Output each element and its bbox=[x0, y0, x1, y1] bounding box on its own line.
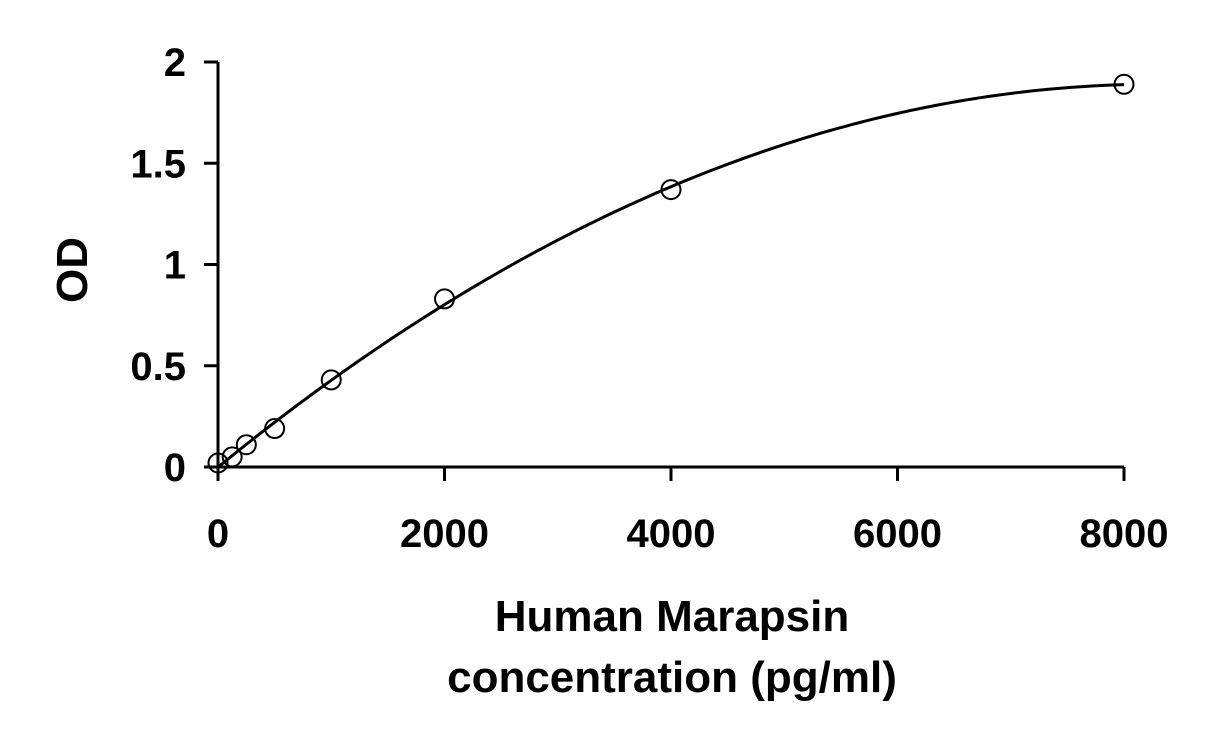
x-axis-title-line-2: concentration (pg/ml) bbox=[447, 653, 897, 702]
fit-curve-line bbox=[217, 83, 1125, 469]
x-tick-label: 0 bbox=[207, 512, 229, 556]
x-tick-label: 2000 bbox=[400, 512, 489, 556]
data-point-marker bbox=[264, 418, 286, 440]
data-point-marker bbox=[434, 288, 455, 310]
data-point-marker bbox=[660, 179, 682, 201]
data-point-marker bbox=[235, 434, 257, 456]
data-point-marker bbox=[320, 369, 342, 391]
y-tick-label: 1 bbox=[164, 244, 186, 288]
tick-labels-layer: 0 0.5 1 1.5 2 0 2000 4000 6000 8000 bbox=[130, 41, 1168, 556]
data-point-marker bbox=[207, 452, 229, 474]
x-axis-title-line-1: Human Marapsin bbox=[495, 592, 850, 641]
y-tick-label: 0 bbox=[164, 446, 186, 490]
data-points-layer bbox=[207, 73, 1135, 474]
fit-curve-layer bbox=[217, 83, 1125, 469]
axes bbox=[204, 60, 1126, 481]
data-point-marker bbox=[1113, 73, 1135, 95]
x-tick-label: 6000 bbox=[853, 512, 942, 556]
y-tick-label: 2 bbox=[164, 41, 186, 85]
data-point-marker bbox=[221, 446, 243, 468]
y-tick-label: 0.5 bbox=[130, 345, 186, 389]
x-tick-label: 4000 bbox=[627, 512, 716, 556]
x-tick-label: 8000 bbox=[1080, 512, 1169, 556]
y-tick-label: 1.5 bbox=[130, 142, 186, 186]
y-axis-title: OD bbox=[48, 237, 97, 303]
